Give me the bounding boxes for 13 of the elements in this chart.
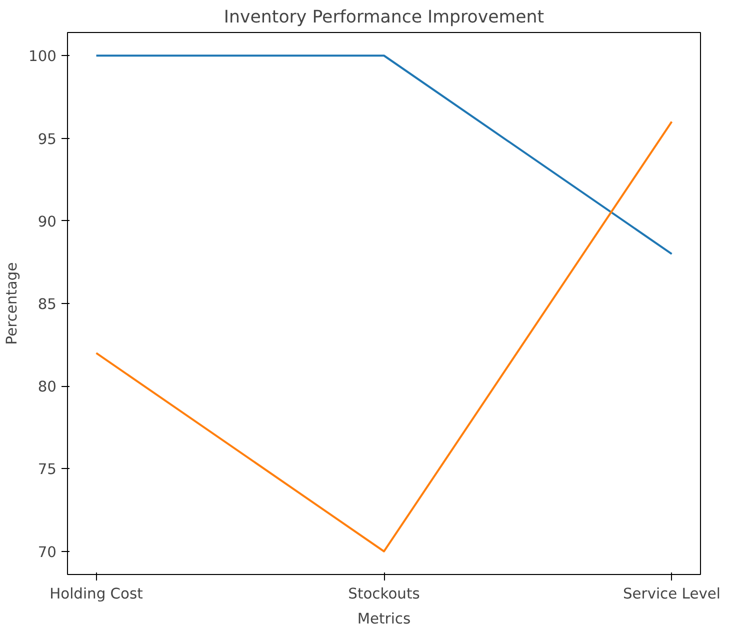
y-axis-title: Percentage xyxy=(4,262,21,345)
chart-title: Inventory Performance Improvement xyxy=(224,8,544,28)
y-tick-label: 90 xyxy=(38,213,57,230)
y-tick-label: 75 xyxy=(38,461,57,478)
x-axis-title: Metrics xyxy=(357,610,411,628)
y-tick-label: 85 xyxy=(38,296,57,313)
y-tick-label: 80 xyxy=(38,378,57,396)
x-tick-label: Holding Cost xyxy=(50,586,144,602)
y-tick-label: 95 xyxy=(38,130,57,148)
y-tick-label: 70 xyxy=(38,544,57,561)
x-tick-label: Stockouts xyxy=(348,586,420,602)
y-tick-label: 100 xyxy=(28,48,57,66)
x-tick-label: Service Level xyxy=(622,586,720,602)
